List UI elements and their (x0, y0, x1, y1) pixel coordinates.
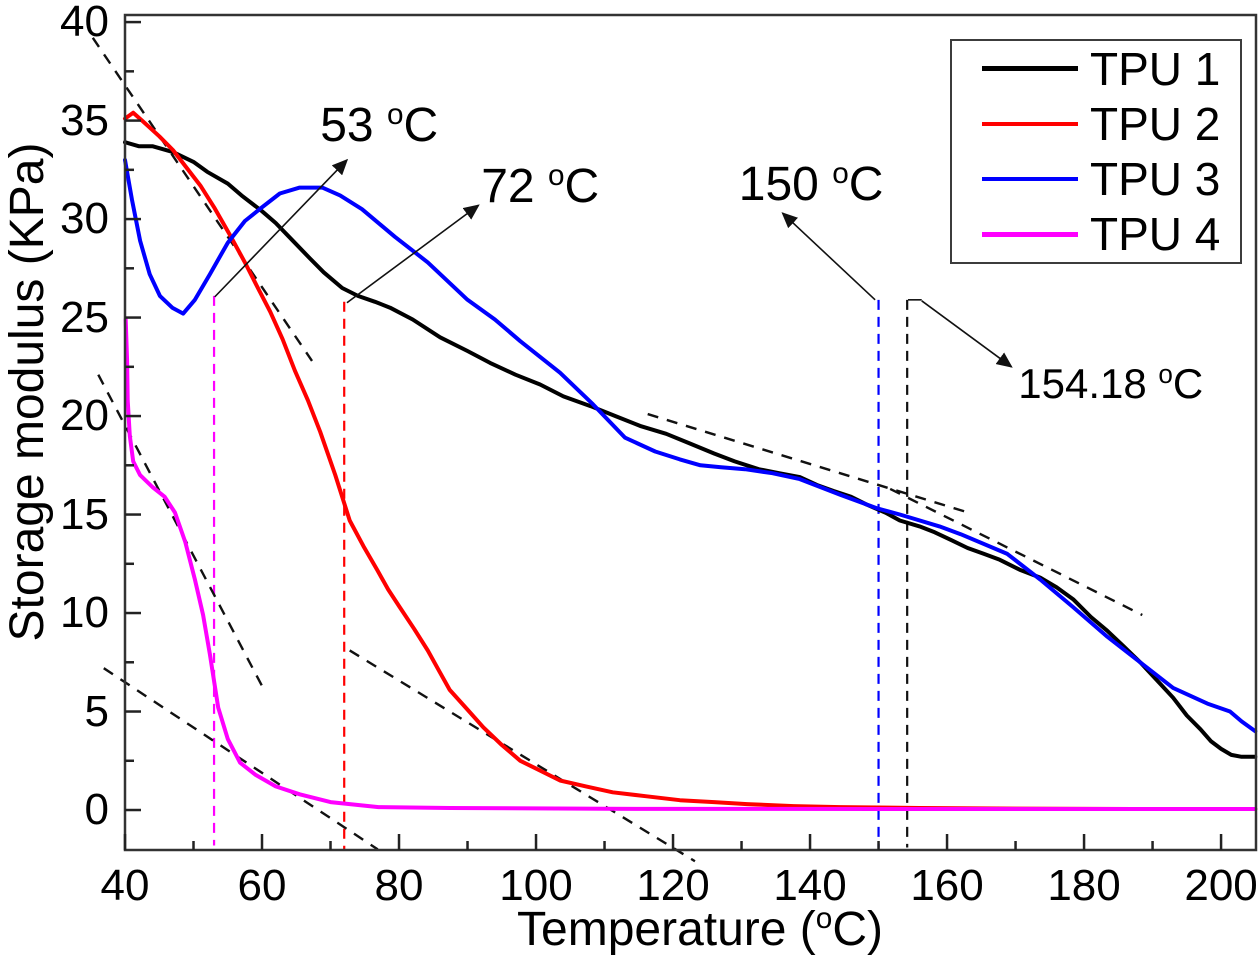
y-tick-label: 35 (60, 95, 109, 145)
legend-line-swatch (982, 176, 1078, 182)
y-tick-label: 15 (60, 489, 109, 539)
legend-label: TPU 2 (1090, 97, 1221, 150)
legend-label: TPU 4 (1090, 208, 1221, 261)
annotation-53-°C: 53 oC (320, 97, 439, 152)
tpu1-drop-tangent (889, 487, 1143, 617)
y-tick-label: 0 (84, 785, 109, 834)
legend-item-tpu-1: TPU 1 (952, 46, 1240, 92)
legend-label: TPU 3 (1090, 153, 1221, 206)
arrow-53 (214, 158, 349, 298)
legend-item-tpu-2: TPU 2 (952, 101, 1240, 147)
curve-tpu-2 (123, 110, 1258, 811)
curve-tpu-3 (123, 158, 1258, 734)
x-tick-label: 100 (499, 861, 573, 910)
y-tick-label: 20 (60, 391, 109, 441)
x-tick-label: 180 (1047, 861, 1121, 910)
x-tick-label: 200 (1184, 861, 1258, 910)
plateau-tangent (647, 412, 969, 514)
tpu2-tail-tangent (349, 649, 696, 863)
tpu2-steep-tangent (91, 37, 314, 362)
y-tick-label: 10 (60, 588, 109, 638)
y-tick-label: 40 (60, 0, 109, 47)
x-tick-label: 160 (910, 861, 984, 910)
tpu4-tail-tangent (103, 667, 379, 851)
arrow-72 (346, 204, 480, 304)
curve-tpu-4 (123, 317, 1258, 811)
legend-label: TPU 1 (1090, 42, 1221, 95)
legend-line-swatch (982, 121, 1078, 127)
arrow-150 (781, 212, 876, 301)
legend-line-swatch (982, 232, 1078, 237)
x-tick-label: 80 (374, 861, 424, 910)
x-tick-label: 60 (237, 861, 287, 910)
arrow-154 (921, 300, 1013, 368)
y-tick-label: 30 (60, 194, 109, 244)
legend-item-tpu-3: TPU 3 (952, 156, 1240, 202)
annotation-154.18-°C: 154.18 oC (1018, 358, 1204, 407)
y-tick-label: 25 (60, 292, 109, 342)
plot-frame (123, 13, 1258, 852)
annotation-150-°C: 150 oC (738, 156, 884, 211)
legend-line-swatch (982, 66, 1078, 71)
x-tick-label: 120 (636, 861, 710, 910)
y-tick-label: 5 (84, 686, 109, 736)
x-tick-label: 40 (100, 861, 150, 910)
x-axis-title: Temperature (oC) (517, 902, 883, 956)
annotation-72-°C: 72 oC (481, 158, 600, 213)
legend: TPU 1 TPU 2 TPU 3 TPU 4 (950, 39, 1242, 264)
x-tick-label: 140 (773, 861, 847, 910)
legend-item-tpu-4: TPU 4 (952, 211, 1240, 257)
